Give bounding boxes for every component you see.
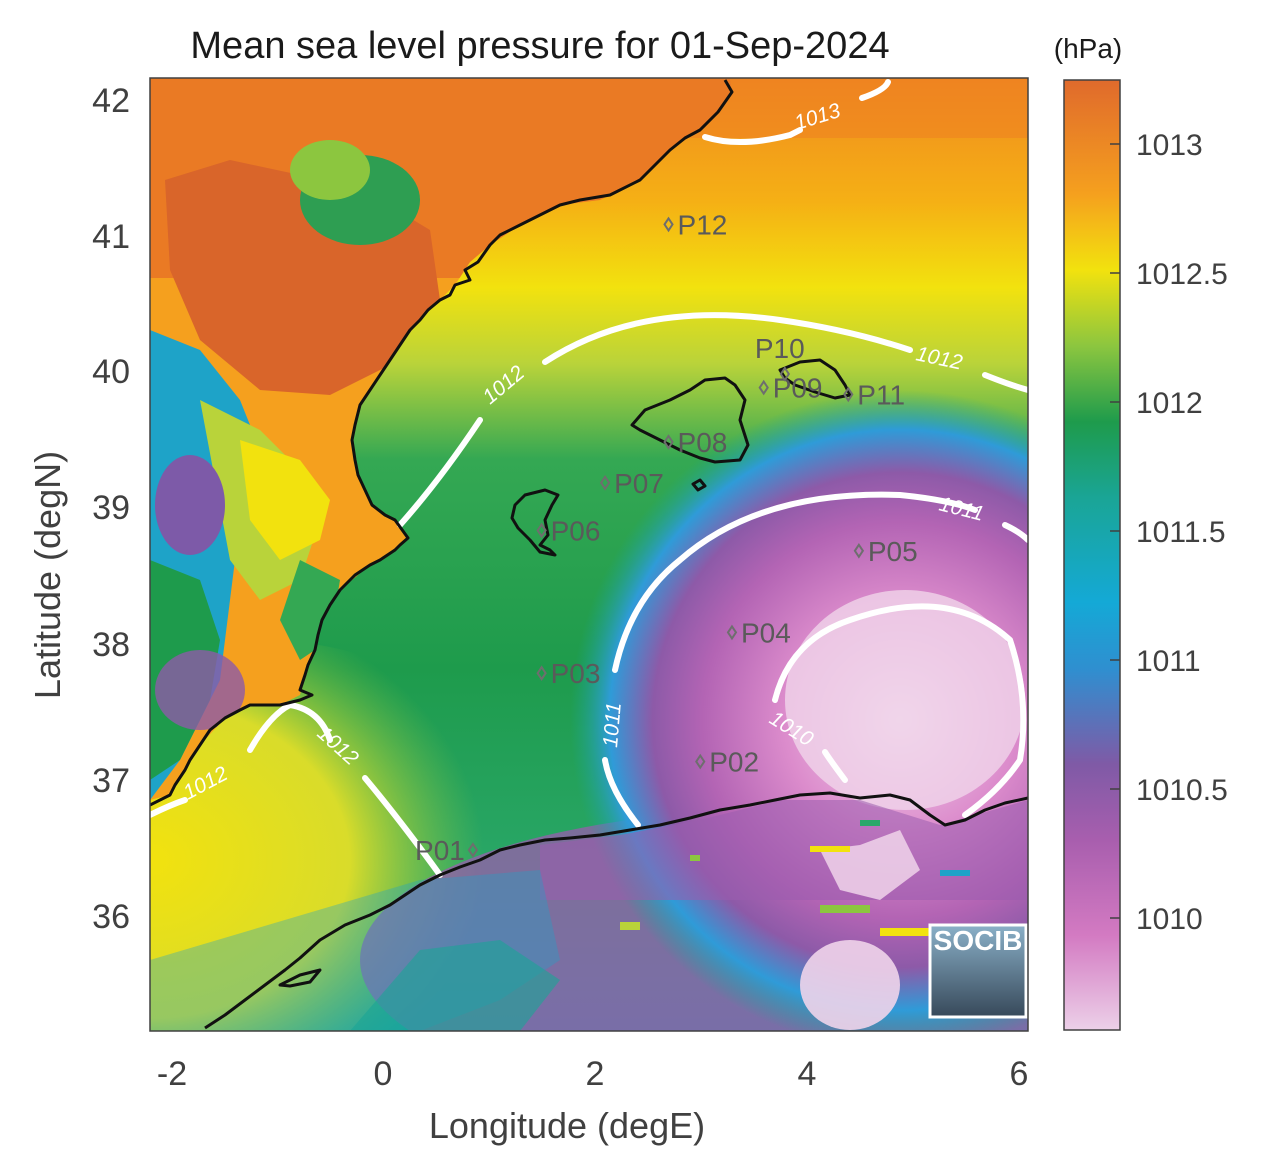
coastlines: [150, 79, 1028, 1030]
station-marker-p11: [843, 386, 854, 403]
alboran-coastline-fragment: [278, 968, 322, 988]
station-label-p11: P11: [857, 379, 905, 410]
y-tick-label: 36: [92, 898, 130, 936]
station-label-p08: P08: [678, 427, 728, 458]
socib-logo: SOCIB: [928, 923, 1028, 1019]
socib-logo-background: [928, 923, 1028, 1019]
y-tick-label: 37: [92, 762, 130, 800]
station-label-p12: P12: [678, 209, 728, 240]
iberia-coastline: [150, 79, 734, 807]
station-label-p01: P01: [415, 835, 465, 866]
station-label-p07: P07: [614, 468, 664, 499]
stations: P01 P02 P03 P04 P05 P06 P07 P08 P09 P10 P11 P12: [415, 209, 918, 866]
isobars: [150, 79, 1028, 878]
map-frame: [149, 77, 1029, 1032]
y-tick-label: 40: [92, 353, 130, 391]
station-marker-p09: [758, 379, 769, 396]
pressure-field: 1013 1012 1012 1011 1011 1010 1012 1012 …: [150, 78, 1028, 1031]
y-tick-label: 38: [92, 626, 130, 664]
station-label-p05: P05: [868, 536, 918, 567]
y-axis-label: Latitude (degN): [27, 451, 68, 699]
station-label-p04: P04: [741, 617, 791, 648]
x-tick-label: -2: [157, 1055, 187, 1093]
colorbar-scale: [1063, 79, 1121, 1031]
low-pressure-core: [785, 590, 1025, 810]
socib-logo-text: SOCIB: [934, 925, 1023, 956]
y-tick-label: 42: [92, 82, 130, 120]
isobar-1013: [702, 79, 891, 145]
station-marker-p04: [726, 624, 738, 641]
station-marker-p05: [853, 542, 865, 559]
mallorca-coastline: [630, 376, 750, 464]
x-tick-label: 4: [798, 1055, 817, 1093]
colorbar-tick-label: 1010.5: [1136, 774, 1228, 807]
x-axis: -2 0 2 4 6 Longitude (degE): [157, 1055, 1029, 1146]
station-marker-p10: [779, 366, 791, 382]
colorbar-unit: (hPa): [1054, 33, 1122, 64]
menorca-coastline: [778, 358, 852, 400]
station-label-p09: P09: [773, 373, 823, 404]
cabrera-coastline: [691, 478, 707, 492]
north-africa-land-texture: [150, 800, 1028, 1031]
y-axis: 36 37 38 39 40 41 42 Latitude (degN): [27, 82, 130, 936]
station-marker-p08: [663, 434, 674, 450]
colorbar-ticks: [1110, 143, 1120, 919]
y-tick-label: 41: [92, 218, 130, 256]
station-marker-p07: [599, 474, 611, 491]
station-label-p02: P02: [709, 747, 759, 778]
station-marker-p01: [467, 842, 479, 858]
isobar-label-1011-b: 1011: [599, 701, 626, 748]
station-label-p10: P10: [755, 333, 805, 364]
ibiza-coastline: [510, 488, 560, 557]
isobar-1011: [602, 491, 1028, 828]
north-africa-coastline: [204, 791, 1028, 1030]
colorbar-tick-label: 1012: [1136, 387, 1203, 420]
station-marker-p06: [536, 522, 547, 539]
isobar-1012-southwest: [150, 701, 443, 878]
colorbar: (hPa) 1010 1010.5 1011 1011.5 1012 1012.…: [1054, 33, 1228, 1031]
isobar-1012-north: [397, 312, 1028, 528]
x-tick-label: 6: [1010, 1055, 1029, 1093]
station-marker-p12: [663, 216, 674, 233]
isobar-1010: [772, 603, 1027, 818]
low-pressure-secondary-core: [800, 940, 900, 1030]
colorbar-tick-label: 1011.5: [1136, 516, 1226, 549]
y-tick-label: 39: [92, 489, 130, 527]
x-tick-label: 0: [374, 1055, 393, 1093]
x-tick-label: 2: [586, 1055, 605, 1093]
colorbar-tick-label: 1012.5: [1136, 258, 1228, 291]
station-marker-p02: [695, 753, 706, 770]
colorbar-tick-label: 1011: [1136, 645, 1201, 678]
station-label-p03: P03: [551, 658, 601, 689]
station-marker-p03: [536, 665, 547, 682]
colorbar-tick-label: 1010: [1136, 903, 1203, 936]
station-label-p06: P06: [551, 515, 601, 546]
chart-title: Mean sea level pressure for 01-Sep-2024: [190, 25, 889, 67]
colorbar-tick-label: 1013: [1136, 129, 1203, 162]
x-axis-label: Longitude (degE): [429, 1105, 705, 1146]
